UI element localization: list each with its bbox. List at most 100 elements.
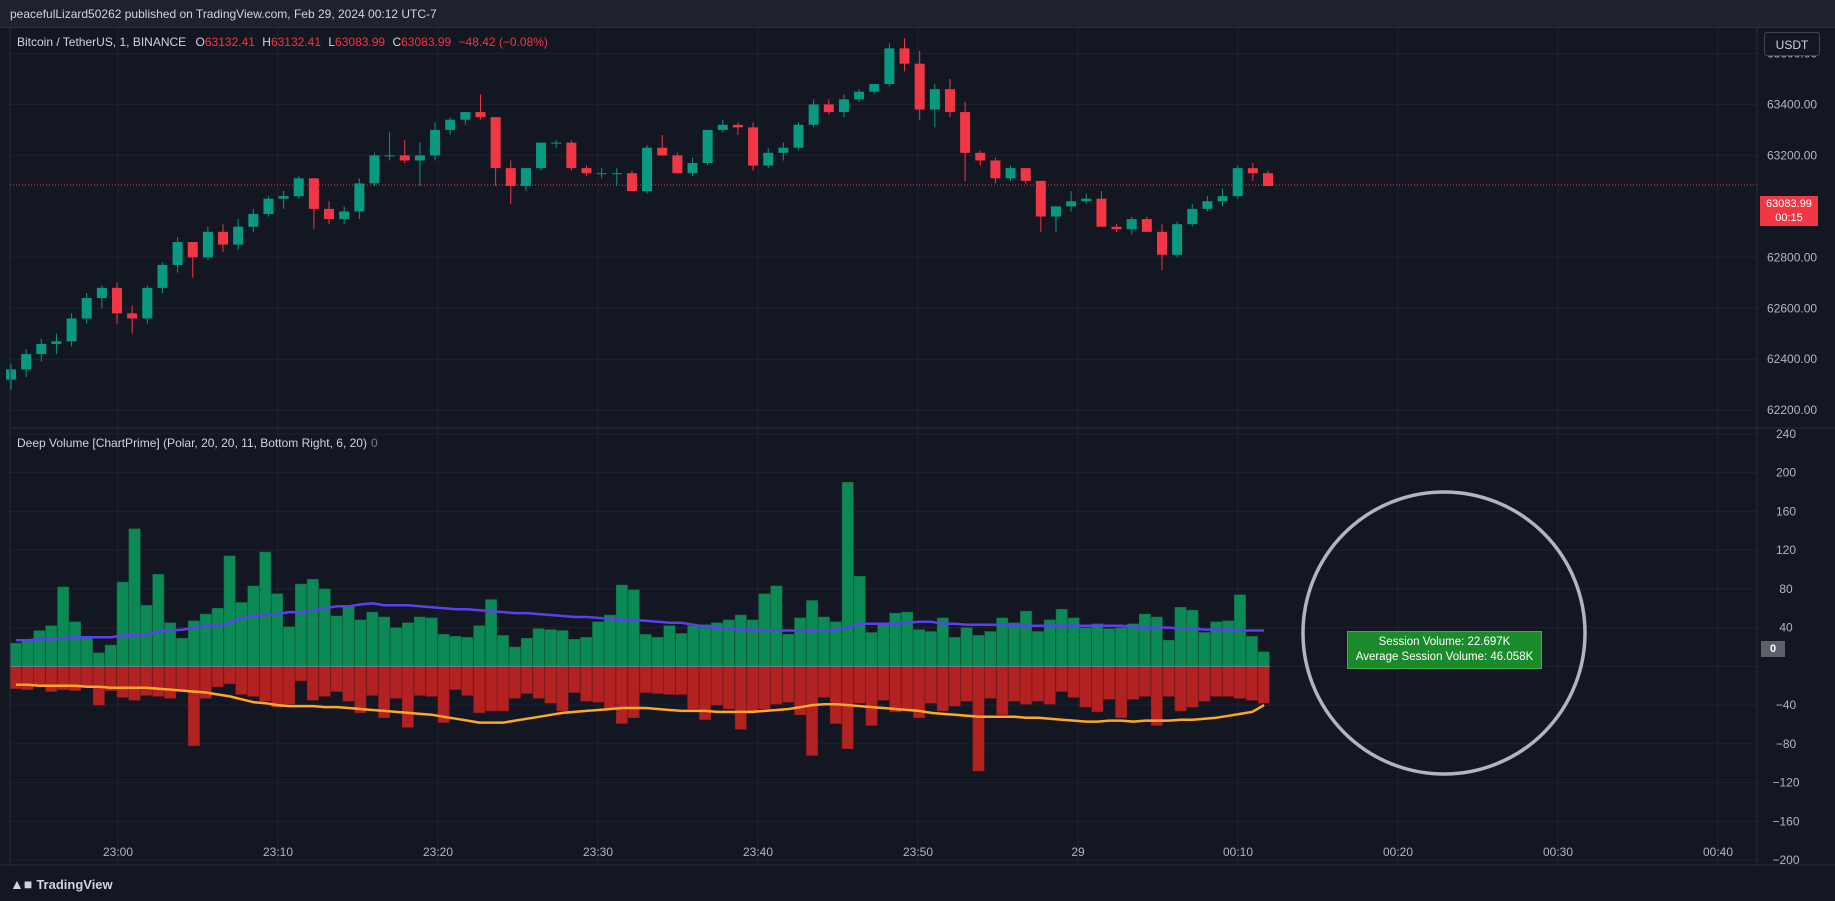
candle-body [324,208,335,220]
candle-body [1126,219,1137,230]
buy-volume-bar [782,634,795,667]
buy-volume-bar [984,631,997,667]
buy-volume-bar [1008,622,1021,667]
buy-volume-bar [9,642,22,667]
candle-body [218,231,229,245]
buy-volume-bar [853,576,866,667]
candle-body [626,173,637,192]
buy-volume-bar [544,629,557,667]
sell-volume-bar [663,666,676,695]
buy-volume-bar [378,616,391,667]
sell-volume-bar [1186,666,1199,708]
open-value: 63132.41 [204,35,255,49]
candle-body [914,63,925,110]
last-price-value: 63083.99 [1766,198,1812,210]
sell-volume-bar [366,666,379,696]
tradingview-brand[interactable]: ▲■ TradingView [10,876,113,892]
sell-volume-bar [247,666,260,697]
buy-volume-bar [1257,651,1270,667]
open-label: O [195,35,205,49]
sell-volume-bar [223,666,236,685]
volume-tick-label: 200 [1776,466,1796,480]
buy-volume-bar [901,611,914,667]
candle-body [672,155,683,174]
buy-volume-bar [806,600,818,667]
indicator-value: 0 [370,436,378,450]
buy-volume-bar [223,555,236,667]
candle-body [263,198,274,214]
volume-average-lines [15,602,1265,724]
session-volume-label: Session Volume: 22.697K Average Session … [1347,631,1542,669]
sell-volume-bar [1198,666,1211,702]
buy-volume-bar [295,583,307,667]
pane-frame [0,28,1835,866]
buy-volume-bar [199,613,212,667]
buy-volume-bar [342,606,355,667]
sell-volume-bar [1079,666,1092,708]
buy-volume-bar [877,622,890,667]
candle-body [142,287,153,319]
session-circle-marker [1301,490,1587,776]
buy-volume-bar [306,578,319,667]
volume-tick-label: −80 [1776,737,1797,751]
buy-volume-bar [92,652,105,667]
candle-body [1263,173,1273,186]
candle-body [1020,168,1031,181]
sell-volume-bar [1222,666,1234,697]
candle-body [687,163,698,174]
candle-body [869,84,880,92]
sell-volume-bar [508,666,521,699]
candle-body [838,99,849,113]
volume-tick-label: 120 [1776,543,1796,557]
low-value: 63083.99 [335,35,386,49]
candle-body [960,112,971,153]
sell-volume-bar [889,666,902,713]
sell-volume-bar [770,666,783,705]
buy-volume-bar [948,637,961,667]
sell-volume-bar [1091,666,1104,713]
high-value: 63132.41 [270,35,322,49]
buy-volume-bar [532,628,545,667]
time-tick-label: 29 [1071,845,1085,859]
sell-volume-bar [128,666,141,701]
sell-volume-bar [330,666,343,692]
currency-button[interactable]: USDT [1764,32,1820,56]
sell-volume-bar [972,666,985,772]
time-tick-label: 23:30 [583,845,613,859]
last-price-tag: 63083.99 00:15 [1760,196,1818,226]
close-label: C [392,35,402,49]
candle-body [66,318,77,342]
time-tick-label: 00:40 [1703,845,1733,859]
buy-volume-bar [128,528,141,667]
sell-volume-bar [45,666,58,692]
sell-volume-bar [473,666,486,714]
candle-body [1247,168,1258,174]
top-bar: peacefulLizard50262 published on Trading… [0,0,1835,28]
candle-body [1035,180,1046,217]
candle-body [369,155,380,184]
sell-volume-bar [116,666,129,698]
time-tick-label: 23:00 [103,845,133,859]
sell-volume-bar [829,666,842,724]
sell-volume-bar [687,666,700,710]
sell-volume-bar [461,666,474,696]
sell-volume-bar [485,666,498,712]
candle-body [566,142,577,169]
sell-volume-bar [1257,666,1270,704]
candle-body [1202,201,1213,209]
buy-volume-bar [69,621,81,667]
time-tick-label: 00:30 [1543,845,1573,859]
candle-body [1066,201,1077,207]
price-tick-label: 62800.00 [1767,250,1817,264]
buy-volume-bar [841,482,854,667]
candle-body [944,89,955,113]
sell-volume-bar [853,666,866,704]
sell-volume-bar [1055,666,1068,692]
symbol-legend[interactable]: Bitcoin / TetherUS, 1, BINANCE O63132.41… [17,35,548,49]
time-tick-label: 23:50 [903,845,933,859]
buy-volume-bar [699,624,711,667]
indicator-legend[interactable]: Deep Volume [ChartPrime] (Polar, 20, 20,… [17,436,378,450]
buy-volume-bar [497,635,509,667]
